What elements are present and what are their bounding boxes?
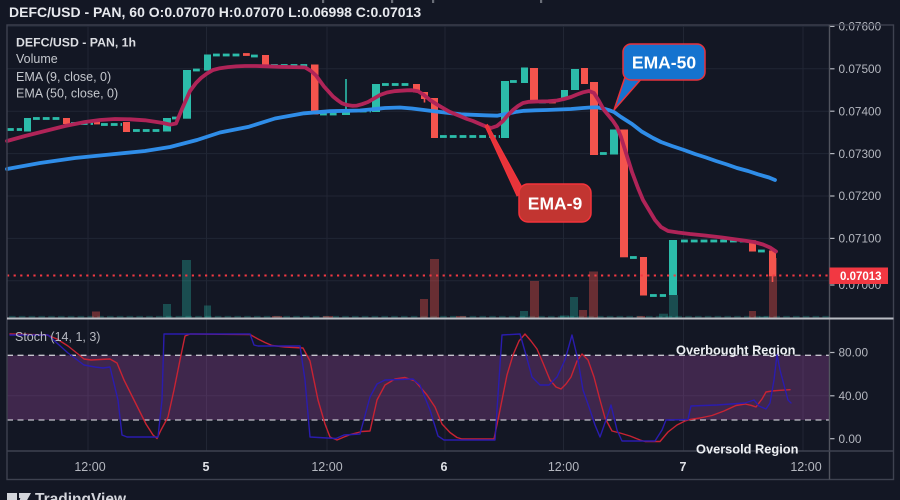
svg-text:EMA-9: EMA-9 (528, 194, 583, 214)
svg-text:12:00: 12:00 (74, 460, 105, 474)
svg-text:0.07200: 0.07200 (839, 189, 882, 203)
svg-text:0.07100: 0.07100 (839, 232, 882, 246)
svg-text:0.07600: 0.07600 (839, 20, 882, 34)
svg-text:40.00: 40.00 (839, 389, 869, 403)
svg-text:EMA-50: EMA-50 (632, 53, 696, 73)
svg-text:12:00: 12:00 (311, 460, 342, 474)
svg-text:80.00: 80.00 (839, 346, 869, 360)
svg-text:0.07013: 0.07013 (840, 271, 882, 283)
svg-text:12:00: 12:00 (790, 460, 821, 474)
svg-text:7: 7 (680, 460, 687, 474)
svg-text:12:00: 12:00 (548, 460, 579, 474)
svg-text:EMA (9, close, 0): EMA (9, close, 0) (16, 70, 111, 84)
svg-text:0.07400: 0.07400 (839, 104, 882, 118)
svg-text:6: 6 (441, 460, 448, 474)
svg-text:EMA (50, close, 0): EMA (50, close, 0) (16, 87, 118, 101)
svg-text:0.07500: 0.07500 (839, 62, 882, 76)
svg-text:0.07300: 0.07300 (839, 147, 882, 161)
svg-text:Volume: Volume (16, 52, 58, 66)
svg-text:5: 5 (203, 460, 210, 474)
svg-text:Overbought Region: Overbought Region (676, 343, 796, 358)
svg-text:0.00: 0.00 (839, 432, 862, 446)
svg-text:DEFC/USD - PAN, 1h: DEFC/USD - PAN, 1h (16, 36, 136, 50)
svg-text:TradingView: TradingView (35, 491, 127, 500)
svg-text:Stoch (14, 1, 3): Stoch (14, 1, 3) (15, 330, 100, 344)
svg-text:Oversold Region: Oversold Region (696, 442, 799, 457)
svg-text:DEFC/USD - PAN, 60 O:0.07070: DEFC/USD - PAN, 60 O:0.07070 H:0.07070 L… (9, 4, 421, 20)
